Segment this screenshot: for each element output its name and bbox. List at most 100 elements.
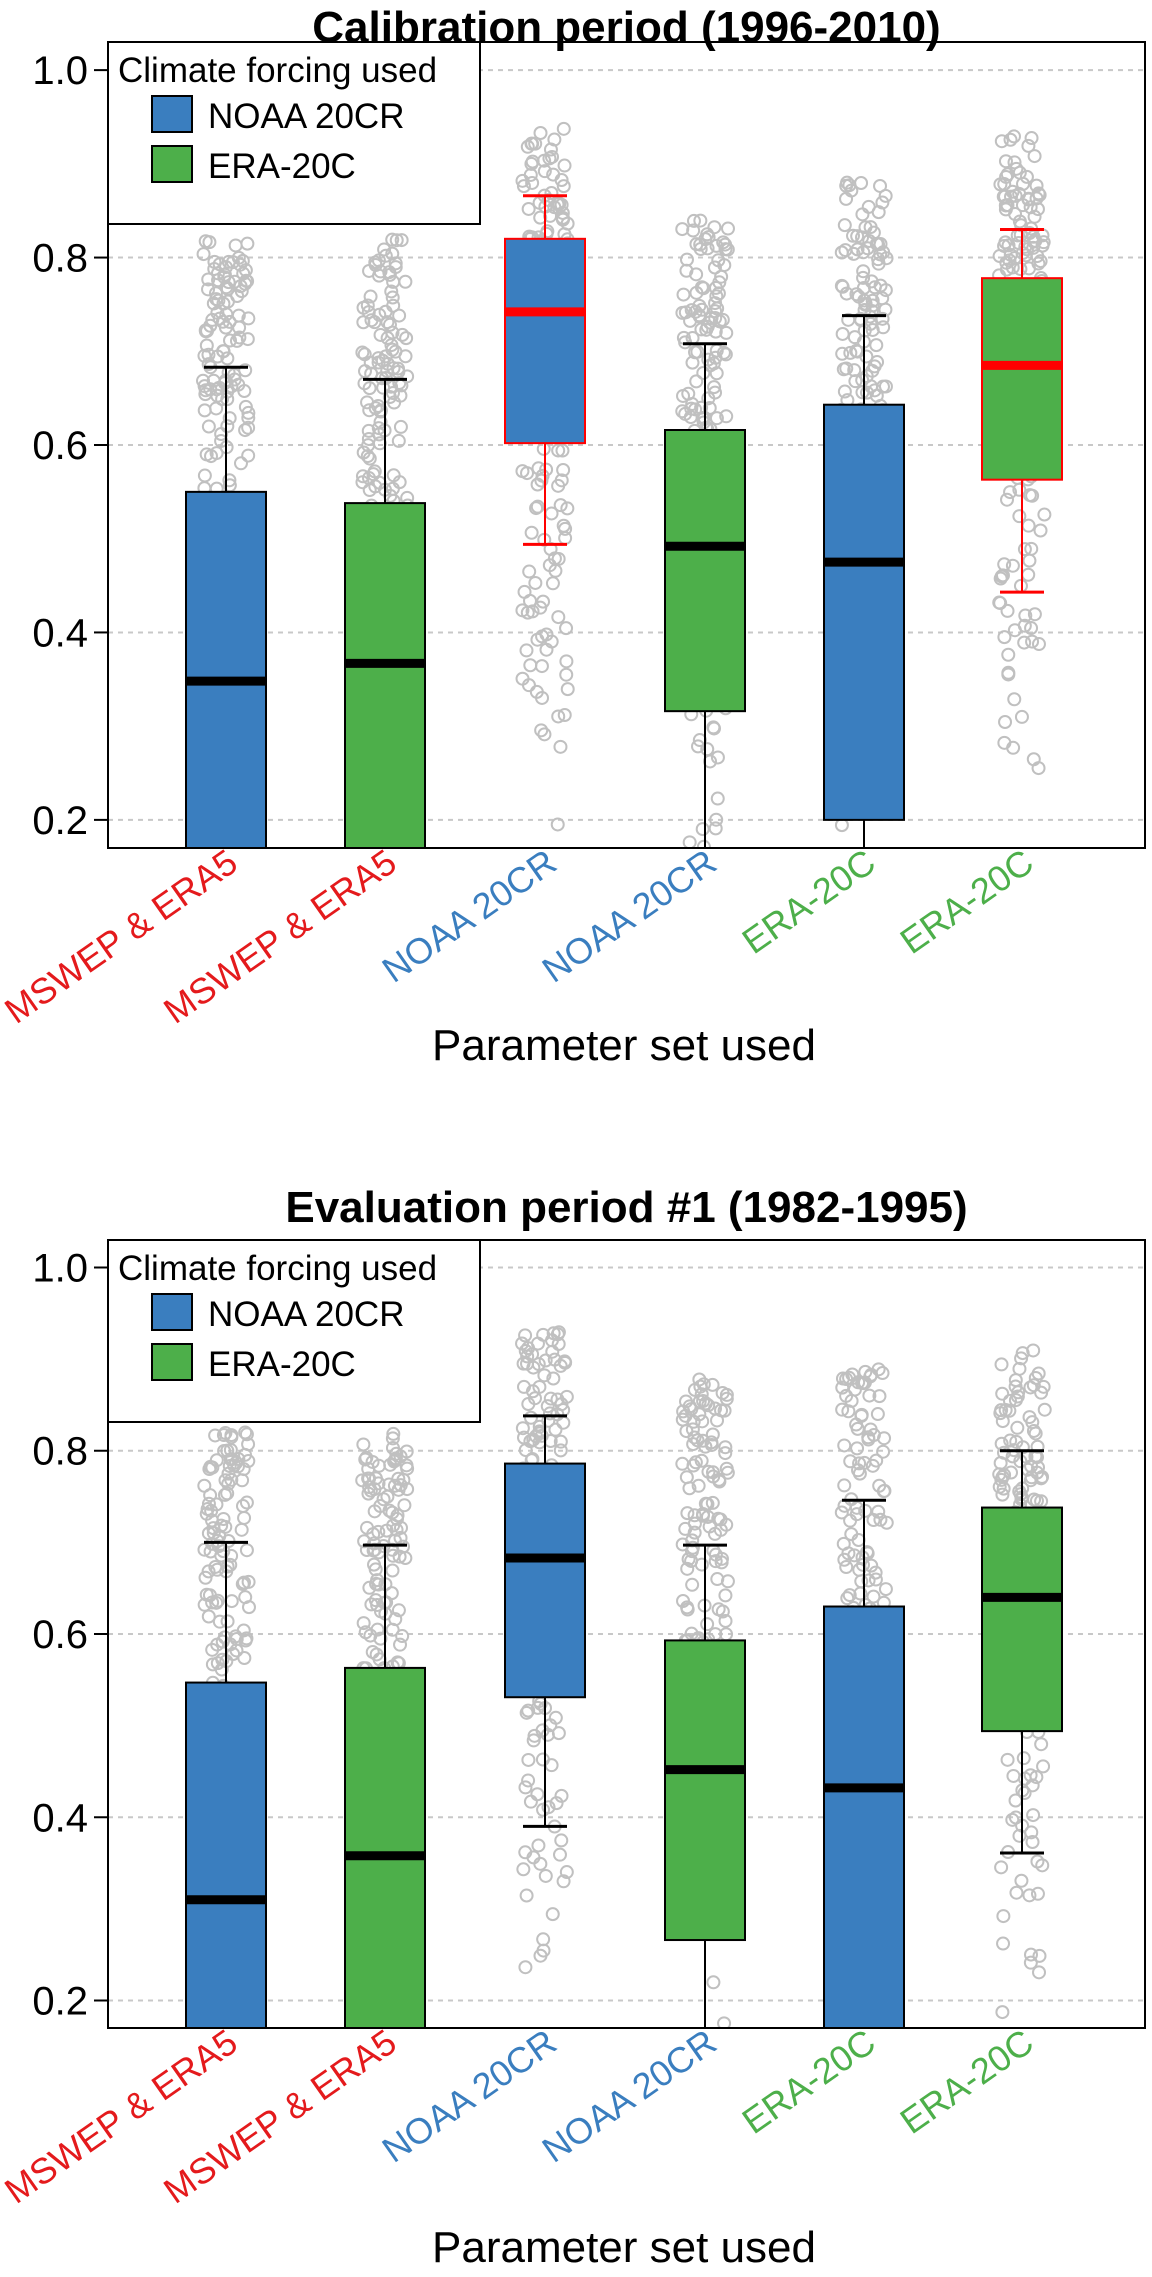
data-point <box>392 308 407 323</box>
data-point <box>1021 518 1036 533</box>
data-point <box>391 1603 406 1618</box>
data-point <box>708 296 723 311</box>
data-point <box>1024 131 1039 146</box>
data-point <box>384 338 399 353</box>
data-point <box>1012 509 1027 524</box>
data-point <box>837 1438 852 1453</box>
data-point <box>556 121 571 136</box>
data-point <box>545 576 560 591</box>
data-point <box>1003 485 1018 500</box>
data-point <box>1017 635 1032 650</box>
data-point <box>1009 1434 1024 1449</box>
data-point <box>997 630 1012 645</box>
data-point <box>843 1513 858 1528</box>
data-point <box>1009 1885 1024 1900</box>
data-point <box>1036 1759 1051 1774</box>
data-point <box>691 1478 706 1493</box>
data-point <box>680 1561 695 1576</box>
data-point <box>686 213 701 228</box>
x-tick-label: NOAA 20CR <box>375 841 564 990</box>
data-point <box>356 1616 371 1631</box>
data-point <box>878 1582 893 1597</box>
data-point <box>524 525 539 540</box>
data-point <box>357 376 372 391</box>
data-point <box>240 332 255 347</box>
data-point <box>708 280 723 295</box>
data-point <box>210 1562 225 1577</box>
data-point <box>516 1862 531 1877</box>
data-point <box>876 320 891 335</box>
data-point <box>540 224 555 239</box>
data-point <box>545 149 560 164</box>
data-point <box>222 333 237 348</box>
data-point <box>839 1560 854 1575</box>
data-point <box>556 1874 571 1889</box>
data-point <box>547 551 562 566</box>
data-point <box>871 1362 886 1377</box>
data-point <box>693 213 708 228</box>
data-point <box>542 1406 557 1421</box>
data-point <box>518 1960 533 1975</box>
data-point <box>869 1453 884 1468</box>
data-point <box>196 247 211 262</box>
data-point <box>840 175 855 190</box>
data-point <box>1023 1768 1038 1783</box>
data-point <box>835 326 850 341</box>
legend-swatch <box>151 95 193 133</box>
data-point <box>236 1623 251 1638</box>
data-point <box>705 1427 720 1442</box>
data-point <box>696 365 711 380</box>
data-point <box>720 221 735 236</box>
box <box>823 1605 905 2028</box>
data-point <box>540 1399 555 1414</box>
data-point <box>240 236 255 251</box>
data-point <box>834 245 849 260</box>
data-point <box>518 1443 533 1458</box>
y-tick-label: 0.4 <box>32 1796 88 1840</box>
data-point <box>715 1604 730 1619</box>
data-point <box>692 298 707 313</box>
data-point <box>994 1860 1009 1875</box>
data-point <box>863 1422 878 1437</box>
data-point <box>557 158 572 173</box>
data-point <box>1023 200 1038 215</box>
data-point <box>1023 1955 1038 1970</box>
data-point <box>526 1733 541 1748</box>
data-point <box>517 584 532 599</box>
data-point <box>201 357 216 372</box>
data-point <box>553 1443 568 1458</box>
x-tick-label: ERA-20C <box>893 2021 1041 2142</box>
data-point <box>557 707 572 722</box>
data-point <box>212 257 227 272</box>
data-point <box>393 419 408 434</box>
data-point <box>356 315 371 330</box>
data-point <box>1030 1854 1045 1869</box>
box-group-4 <box>664 213 746 848</box>
data-point <box>525 175 540 190</box>
data-point <box>1006 1768 1021 1783</box>
x-tick-label: ERA-20C <box>735 841 883 962</box>
data-point <box>397 1498 412 1513</box>
data-point <box>540 1727 555 1742</box>
plot-frame <box>107 1239 1146 2029</box>
data-point <box>197 403 212 418</box>
data-point <box>200 1502 215 1517</box>
data-point <box>537 727 552 742</box>
data-point <box>993 571 1008 586</box>
data-point <box>853 1586 868 1601</box>
data-point <box>869 236 884 251</box>
data-point <box>201 1496 216 1511</box>
data-point <box>519 643 534 658</box>
data-point <box>373 404 388 419</box>
data-point <box>241 1437 256 1452</box>
data-point <box>539 462 554 477</box>
data-point <box>394 1520 409 1535</box>
data-point <box>525 604 540 619</box>
data-point <box>552 1847 567 1862</box>
data-point <box>235 1577 250 1592</box>
data-point <box>849 1417 864 1432</box>
data-point <box>1026 1808 1041 1823</box>
data-point <box>521 1703 536 1718</box>
data-point <box>367 1557 382 1572</box>
data-point <box>223 1442 238 1457</box>
